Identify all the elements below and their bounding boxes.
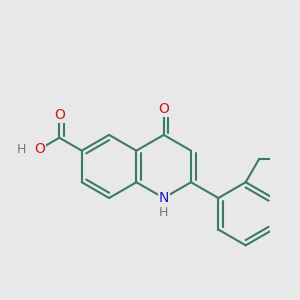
Text: H: H — [159, 206, 168, 219]
Text: N: N — [158, 191, 169, 205]
Text: O: O — [54, 108, 65, 122]
Text: H: H — [17, 142, 26, 156]
Text: O: O — [158, 102, 169, 116]
Text: O: O — [34, 142, 45, 156]
